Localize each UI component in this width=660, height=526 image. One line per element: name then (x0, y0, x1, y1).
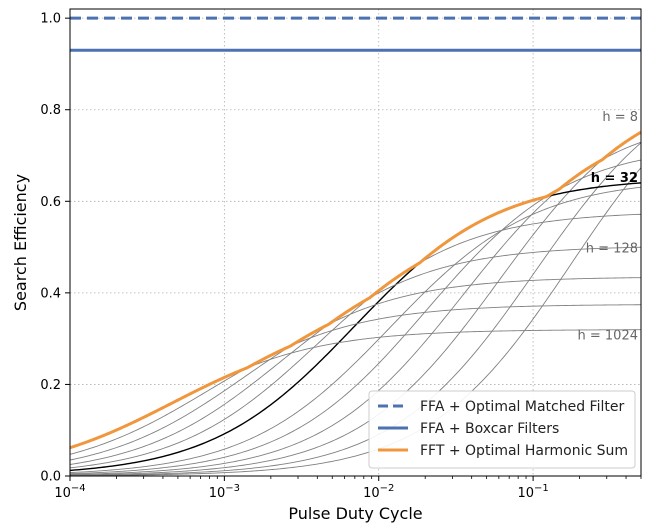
y-tick-label: 0.0 (40, 470, 61, 485)
legend-entry: FFA + Boxcar Filters (420, 421, 559, 437)
harmonic-curve (69, 213, 642, 469)
x-tick-label: 10−4 (54, 483, 85, 501)
y-tick-label: 0.6 (40, 195, 61, 210)
harmonic-curve (69, 167, 642, 477)
y-tick-label: 0.2 (40, 378, 61, 393)
plot-frame (69, 8, 642, 477)
x-tick-label: 10−3 (209, 483, 240, 501)
harmonic-curve (69, 186, 642, 474)
curve-annotation: h = 128 (586, 242, 638, 257)
y-tick-label: 0.8 (40, 103, 61, 118)
x-tick-label: 10−1 (517, 483, 548, 501)
legend-entry: FFT + Optimal Harmonic Sum (420, 443, 628, 459)
legend-box (368, 390, 636, 469)
curve-annotation: h = 32 (591, 171, 638, 186)
series-lines (69, 16, 642, 450)
x-axis-label: Pulse Duty Cycle (288, 504, 422, 523)
harmonic-curves (69, 131, 642, 477)
axis-ticks: 10−4 10−3 10−2 10−1 0.0 0.2 0.4 0.6 0.8 1.0 (40, 12, 642, 501)
curve-annotation: h = 8 (602, 110, 638, 125)
y-tick-label: 0.4 (40, 286, 61, 301)
legend: FFA + Optimal Matched Filter FFA + Boxcar… (368, 390, 636, 469)
harmonic-curve (69, 142, 642, 476)
harmonic-curve (69, 277, 642, 461)
legend-entry: FFA + Optimal Matched Filter (420, 399, 624, 415)
x-tick-label: 10−2 (363, 483, 394, 501)
curve-annotation: h = 1024 (578, 329, 638, 344)
harmonic-curve (69, 131, 642, 476)
harmonic-curve (69, 304, 642, 455)
y-tick-label: 1.0 (40, 12, 61, 27)
curve-annotations: h = 8 h = 32 h = 128 h = 1024 (578, 110, 638, 343)
harmonic-curve (69, 141, 642, 475)
y-axis-label: Search Efficiency (11, 174, 30, 311)
series-fft-harmonic-sum (69, 130, 642, 450)
